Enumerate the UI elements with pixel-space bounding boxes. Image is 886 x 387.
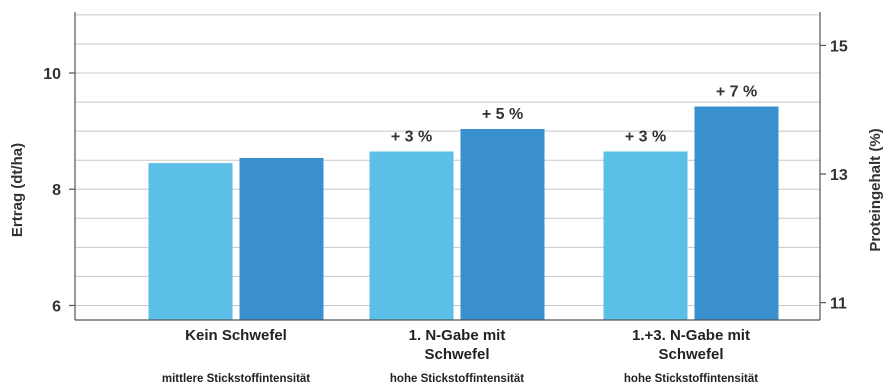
- bar: [460, 129, 545, 320]
- bar: [148, 163, 233, 320]
- bar-value-label: + 3 %: [391, 128, 432, 145]
- tick-labels: 6 8 10 11 13 15: [43, 38, 848, 315]
- category-labels: Kein Schwefel mittlere Stickstoffintensit…: [162, 327, 758, 385]
- axes: [74, 12, 821, 321]
- category-sublabel: hohe Stickstoffintensität: [624, 373, 758, 385]
- category-sublabel: hohe Stickstoffintensität: [390, 373, 524, 385]
- bar-value-label: + 7 %: [716, 84, 757, 101]
- y2-tick-label: 13: [830, 167, 848, 184]
- category-sublabel: mittlere Stickstoffintensität: [162, 373, 310, 385]
- bar: [694, 106, 779, 321]
- bar: [239, 157, 324, 320]
- y2-tick-label: 11: [830, 296, 847, 313]
- y2-axis-title: Proteingehalt (%): [867, 128, 884, 251]
- category-label: Schwefel: [424, 346, 489, 363]
- bars: + 3 % + 3 % + 5 % + 7 %: [148, 84, 779, 321]
- bar-value-label: + 5 %: [482, 106, 523, 123]
- category-label: Kein Schwefel: [185, 327, 287, 344]
- y2-tick-label: 15: [830, 38, 848, 55]
- bar: [603, 151, 688, 320]
- bar: [369, 151, 454, 320]
- y-tick-label: 10: [43, 66, 61, 83]
- category-label: 1. N-Gabe mit: [409, 327, 506, 344]
- y-tick-label: 8: [52, 182, 61, 199]
- category-label: Schwefel: [658, 346, 723, 363]
- category-label: 1.+3. N-Gabe mit: [632, 327, 750, 344]
- y-tick-label: 6: [52, 298, 61, 315]
- bar-value-label: + 3 %: [625, 128, 666, 145]
- y-axis-title: Ertrag (dt/ha): [9, 143, 26, 237]
